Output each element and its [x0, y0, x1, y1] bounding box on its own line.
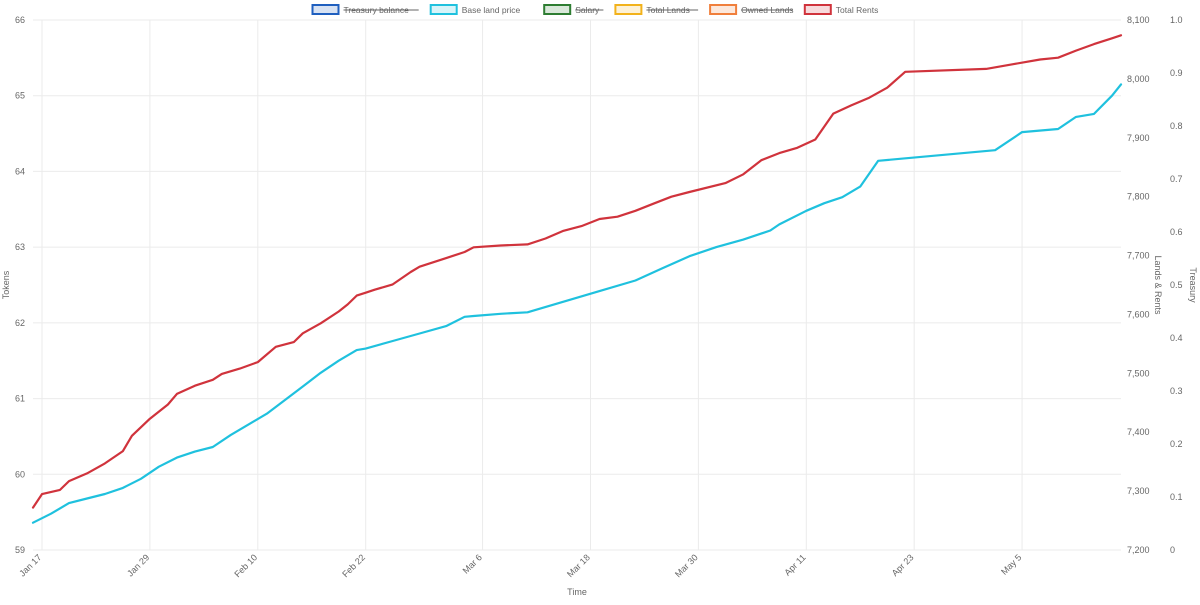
y-right-1-tick-label: 7,300 [1127, 486, 1150, 496]
legend-swatch [709, 4, 738, 15]
y-right-1-tick-label: 7,400 [1127, 427, 1150, 437]
y-right-2-tick-label: 0.2 [1170, 439, 1183, 449]
y-left-tick-label: 62 [15, 318, 25, 328]
x-tick-label: Mar 6 [461, 552, 484, 575]
x-tick-label: Jan 29 [125, 552, 151, 578]
series-lines [31, 34, 1123, 524]
legend-swatch [543, 4, 572, 15]
y-axis-right-lands-rents: 7,200 7,300 7,400 7,500 7,600 7,700 7,800 7,900… [1127, 15, 1150, 555]
legend-item-total-rents[interactable]: Total Rents [803, 4, 879, 15]
x-tick-label: Feb 10 [232, 552, 259, 579]
x-tick-label: Feb 22 [340, 552, 367, 579]
legend-label: Total Rents [836, 5, 879, 15]
y-right-1-tick-label: 7,500 [1127, 368, 1150, 378]
legend-swatch [429, 4, 458, 15]
x-tick-label: Apr 23 [890, 552, 916, 578]
x-axis: Jan 17 Jan 29 Feb 10 Feb 22 Mar 6 Mar 18 Mar 3… [17, 552, 1023, 579]
legend-item-base-land-price[interactable]: Base land price [429, 4, 521, 15]
y-axis-right-1-title: Lands & Rents [1153, 255, 1163, 315]
x-tick-label: Mar 18 [565, 552, 592, 579]
y-right-2-tick-label: 0.7 [1170, 174, 1183, 184]
x-axis-title: Time [567, 587, 587, 597]
y-right-2-tick-label: 0 [1170, 545, 1175, 555]
y-axis-left-title: Tokens [1, 270, 11, 299]
legend-item-treasury-balance[interactable]: Treasury balance [311, 4, 419, 15]
y-left-tick-label: 60 [15, 469, 25, 479]
legend-item-total-lands[interactable]: Total Lands [614, 4, 699, 15]
y-axis-right-treasury: 0 0.1 0.2 0.3 0.4 0.5 0.6 0.7 0.8 0.9 1.0 [1170, 15, 1183, 555]
y-axis-left: 59 60 61 62 63 64 65 66 [15, 15, 25, 555]
y-right-1-tick-label: 8,000 [1127, 74, 1150, 84]
y-left-tick-label: 59 [15, 545, 25, 555]
legend-label: Base land price [462, 5, 521, 15]
y-left-tick-label: 66 [15, 15, 25, 25]
y-right-1-tick-label: 7,200 [1127, 545, 1150, 555]
y-right-1-tick-label: 8,100 [1127, 15, 1150, 25]
x-tick-label: Apr 11 [782, 552, 807, 577]
y-right-2-tick-label: 1.0 [1170, 15, 1183, 25]
y-right-1-tick-label: 7,600 [1127, 309, 1150, 319]
legend: Treasury balance Base land price Salary Tot… [311, 4, 879, 15]
y-left-tick-label: 63 [15, 242, 25, 252]
x-tick-label: Mar 30 [673, 552, 700, 579]
y-left-tick-label: 65 [15, 91, 25, 101]
legend-swatch [614, 4, 643, 15]
y-right-1-tick-label: 7,900 [1127, 133, 1150, 143]
legend-item-salary[interactable]: Salary [543, 4, 604, 15]
y-right-2-tick-label: 0.8 [1170, 121, 1183, 131]
x-tick-label: Jan 17 [17, 552, 43, 578]
legend-item-owned-lands[interactable]: Owned Lands [709, 4, 794, 15]
y-right-2-tick-label: 0.6 [1170, 227, 1183, 237]
y-axis-right-2-title: Treasury [1188, 267, 1198, 303]
series-line-total-rents [31, 34, 1123, 509]
legend-swatch [311, 4, 340, 15]
y-right-2-tick-label: 0.5 [1170, 280, 1183, 290]
series-line-base-land-price [31, 83, 1123, 524]
y-right-2-tick-label: 0.1 [1170, 492, 1183, 502]
grid [33, 19, 1121, 551]
y-right-1-tick-label: 7,800 [1127, 192, 1150, 202]
y-right-1-tick-label: 7,700 [1127, 251, 1150, 261]
y-right-2-tick-label: 0.4 [1170, 333, 1183, 343]
y-right-2-tick-label: 0.9 [1170, 68, 1183, 78]
y-right-2-tick-label: 0.3 [1170, 386, 1183, 396]
y-left-tick-label: 64 [15, 166, 25, 176]
legend-swatch [803, 4, 832, 15]
y-left-tick-label: 61 [15, 394, 25, 404]
x-tick-label: May 5 [999, 552, 1023, 576]
